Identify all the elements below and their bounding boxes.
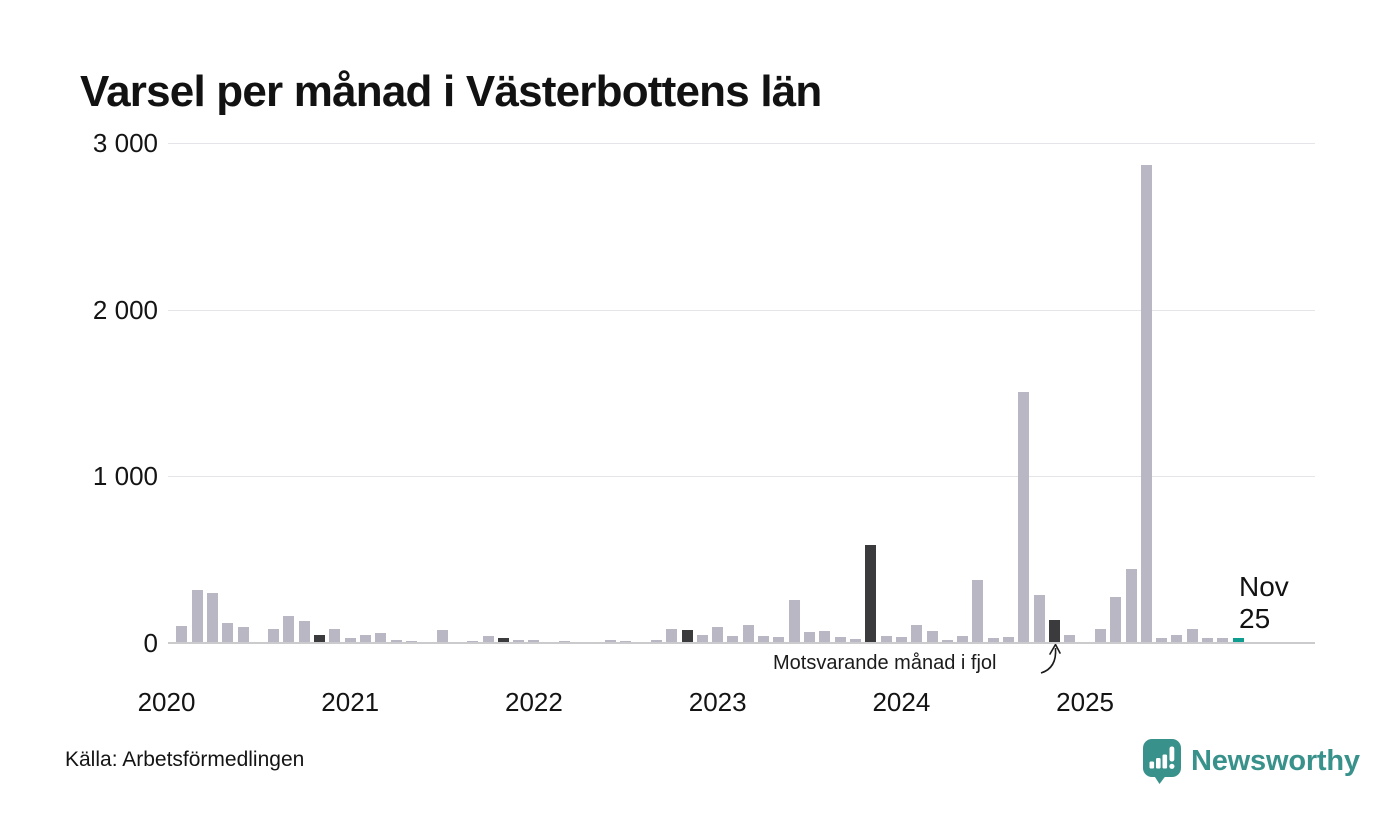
newsworthy-logo-icon [1143, 739, 1181, 784]
bar-2024-10 [1033, 594, 1045, 642]
bar-2024-06 [972, 580, 984, 642]
bar-2023-10 [849, 638, 861, 642]
bar-2024-11 [1048, 620, 1060, 642]
gridline [168, 476, 1315, 478]
bar-2021-05 [405, 640, 417, 642]
current-month-label: Nov 25 [1239, 571, 1289, 635]
bar-2025-08 [1186, 629, 1198, 642]
bar-2022-12 [696, 634, 708, 642]
bar-2024-09 [1018, 392, 1030, 642]
y-tick-label: 2 000 [92, 294, 158, 325]
bar-2022-01 [528, 640, 540, 642]
x-tick-label-2022: 2022 [505, 687, 563, 717]
bar-2020-09 [283, 615, 295, 642]
bar-2022-06 [604, 640, 616, 642]
bar-2021-03 [375, 632, 387, 642]
bar-2020-11 [314, 634, 326, 642]
x-tick-label-2023: 2023 [688, 687, 747, 717]
bar-2021-10 [482, 636, 494, 642]
bar-2024-02 [911, 624, 923, 642]
current-month-label-line1: Nov [1239, 571, 1289, 602]
bar-2024-01 [895, 637, 907, 642]
bar-2021-09 [467, 640, 479, 642]
bar-2025-06 [1156, 638, 1168, 642]
bar-2024-03 [926, 631, 938, 642]
bar-2020-02 [176, 626, 188, 642]
bar-2022-11 [681, 630, 693, 642]
source-label: Källa: Arbetsförmedlingen [65, 748, 305, 771]
bar-2020-08 [268, 628, 280, 642]
bar-2025-07 [1171, 634, 1183, 642]
bar-2020-12 [329, 629, 341, 642]
bar-2023-04 [758, 636, 770, 642]
plot-area: Motsvarande månad i fjol Nov 25 2020 2021… [138, 143, 1315, 717]
bar-2023-02 [727, 636, 739, 642]
chart-title: Varsel per månad i Västerbottens län [80, 67, 822, 116]
bar-2024-04 [941, 640, 953, 642]
x-tick-label-2024: 2024 [872, 687, 931, 717]
y-tick-label: 0 [143, 628, 158, 658]
bar-2023-09 [834, 637, 846, 642]
bar-2020-03 [191, 589, 203, 642]
bar-2025-02 [1094, 629, 1106, 642]
newsworthy-logo: Newsworthy [1142, 738, 1360, 785]
bar-2023-07 [804, 631, 816, 642]
bar-2025-05 [1140, 165, 1152, 642]
x-tick-label-2020: 2020 [137, 687, 196, 717]
bar-2023-05 [773, 637, 785, 642]
gridline [168, 143, 1315, 144]
bar-2023-12 [880, 635, 892, 642]
gridline [168, 309, 1315, 311]
bar-2024-05 [957, 635, 969, 642]
bar-2025-09 [1202, 638, 1214, 642]
bar-2022-09 [650, 640, 662, 642]
bar-2021-11 [497, 637, 509, 642]
bar-2024-07 [987, 638, 999, 642]
bar-2025-10 [1217, 637, 1229, 642]
bar-2021-12 [513, 640, 525, 642]
bar-2022-07 [620, 640, 632, 642]
bar-2021-02 [360, 635, 372, 642]
x-tick-label-2025: 2025 [1056, 687, 1115, 717]
bar-2022-10 [666, 629, 678, 642]
bar-2023-11 [865, 545, 877, 642]
x-axis-line [168, 642, 1315, 644]
bar-2020-05 [222, 622, 234, 642]
bar-2020-04 [206, 593, 218, 642]
annotation-previous-year-label: Motsvarande månad i fjol [773, 652, 997, 674]
bar-2023-01 [712, 627, 724, 642]
bar-2021-04 [390, 640, 402, 642]
bar-2025-04 [1125, 568, 1137, 642]
bar-2021-01 [344, 638, 356, 642]
bar-2025-11 [1232, 637, 1244, 642]
bar-2024-08 [1003, 636, 1015, 642]
bar-2024-12 [1064, 635, 1076, 642]
bar-2025-03 [1110, 597, 1122, 642]
bar-2020-06 [237, 627, 249, 642]
bar-2021-07 [436, 630, 448, 642]
bar-2023-08 [819, 631, 831, 642]
x-tick-label-2021: 2021 [321, 687, 380, 717]
y-tick-label: 3 000 [92, 128, 158, 158]
y-tick-label: 1 000 [92, 461, 158, 492]
annotation-arrow-icon [1040, 643, 1061, 674]
bar-2020-10 [298, 620, 310, 642]
bar-2023-06 [788, 599, 800, 642]
current-month-label-line2: 25 [1239, 603, 1271, 634]
bar-2023-03 [742, 625, 754, 642]
newsworthy-logo-text: Newsworthy [1191, 745, 1360, 777]
bar-2022-03 [559, 640, 571, 642]
